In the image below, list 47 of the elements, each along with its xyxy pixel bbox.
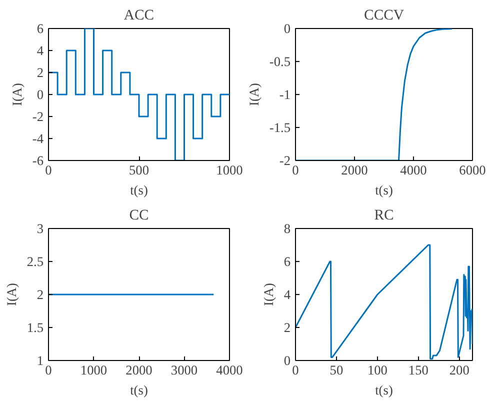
y-tick-label: 4 <box>36 43 44 58</box>
y-tick-label: 8 <box>284 221 291 236</box>
y-tick-label: 2 <box>36 287 44 302</box>
x-tick-label: 150 <box>408 362 429 378</box>
x-axis-title: t(s) <box>130 382 148 398</box>
y-tick-label: 2.5 <box>26 254 44 269</box>
x-tick-label: 200 <box>449 362 470 378</box>
x-tick-label: 1000 <box>216 162 244 178</box>
y-tick-label: 1 <box>36 353 44 368</box>
x-tick-label: 2000 <box>126 362 153 378</box>
y-tick-label: 6 <box>36 21 44 36</box>
y-tick-label: 1.5 <box>26 320 44 335</box>
y-tick-label: -1 <box>279 87 291 102</box>
y-tick-label: 6 <box>284 254 291 269</box>
chart-title: ACC <box>124 8 154 24</box>
x-axis-title: t(s) <box>130 182 148 198</box>
chart-title: CC <box>129 208 149 224</box>
y-tick-label: -1.5 <box>269 120 291 135</box>
y-tick-label: 0 <box>284 21 291 36</box>
y-tick-label: -4 <box>32 131 44 146</box>
y-tick-label: 0 <box>36 87 44 102</box>
y-axis-title: I(A) <box>246 83 262 106</box>
x-axis-title: t(s) <box>375 382 393 398</box>
y-tick-label: 2 <box>36 65 44 80</box>
y-tick-label: 4 <box>284 287 291 302</box>
chart-title: CCCV <box>364 8 404 24</box>
x-axis-title: t(s) <box>375 182 393 198</box>
x-tick-label: 1000 <box>80 362 108 378</box>
x-tick-label: 500 <box>129 162 150 178</box>
y-tick-label: 3 <box>36 221 44 236</box>
x-tick-label: 4000 <box>216 362 244 378</box>
y-axis-title: I(A) <box>260 283 276 306</box>
y-tick-label: -2 <box>32 109 44 124</box>
x-tick-label: 3000 <box>170 362 198 378</box>
y-tick-label: -2 <box>279 153 291 168</box>
y-tick-label: -0.5 <box>269 54 291 69</box>
chart-title: RC <box>374 208 394 224</box>
y-tick-label: 0 <box>284 353 291 368</box>
x-tick-label: 100 <box>367 362 388 378</box>
x-tick-label: 4000 <box>400 162 428 178</box>
x-tick-label: 6000 <box>459 162 486 178</box>
x-tick-label: 50 <box>330 362 344 378</box>
y-tick-label: -6 <box>32 153 44 168</box>
y-axis-title: I(A) <box>9 83 24 106</box>
x-tick-label: 2000 <box>341 162 368 178</box>
y-tick-label: 2 <box>284 320 291 335</box>
y-axis-title: I(A) <box>4 283 19 306</box>
